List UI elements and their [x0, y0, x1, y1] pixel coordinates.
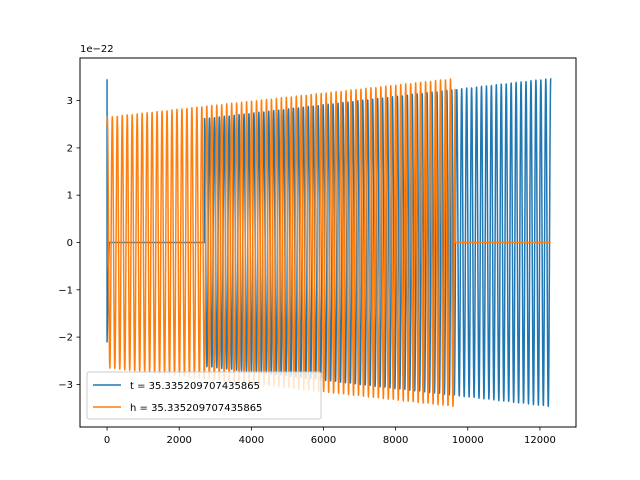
series-line-h	[106, 78, 551, 408]
y-tick-label: −2	[58, 333, 73, 344]
x-tick-label: 10000	[452, 435, 484, 446]
y-tick-label: −3	[58, 380, 73, 391]
legend-label-t: t = 35.335209707435865	[130, 381, 260, 392]
y-tick-label: 3	[67, 96, 73, 107]
x-tick-label: 0	[104, 435, 110, 446]
plot-lines	[106, 78, 552, 408]
y-axis: −3 −2 −1 0 1 2 3	[58, 96, 80, 391]
y-tick-label: 1	[67, 191, 73, 202]
offset-text: 1e−22	[80, 44, 114, 55]
y-tick-label: −1	[58, 285, 73, 296]
x-tick-label: 12000	[524, 435, 556, 446]
x-tick-label: 6000	[311, 435, 336, 446]
y-tick-label: 0	[67, 238, 73, 249]
x-tick-label: 8000	[383, 435, 408, 446]
series-line-t	[106, 78, 552, 408]
legend-box	[86, 371, 322, 420]
legend: t = 35.335209707435865 h = 35.3352097074…	[86, 371, 322, 420]
x-tick-label: 2000	[166, 435, 191, 446]
y-tick-label: 2	[67, 143, 73, 154]
x-tick-label: 4000	[239, 435, 264, 446]
legend-label-h: h = 35.335209707435865	[130, 403, 262, 414]
x-axis: 0 2000 4000 6000 8000 10000 12000	[104, 427, 556, 446]
